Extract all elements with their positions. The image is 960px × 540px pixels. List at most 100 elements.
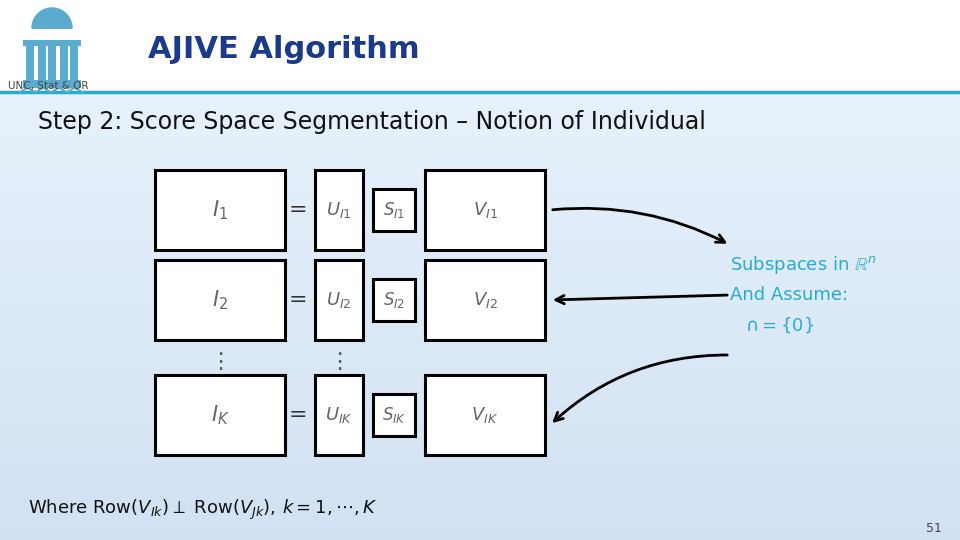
Bar xyxy=(0,146,960,147)
Bar xyxy=(0,410,960,411)
Bar xyxy=(0,362,960,363)
Bar xyxy=(0,52,960,53)
Bar xyxy=(0,90,960,91)
Bar xyxy=(0,274,960,275)
Bar xyxy=(0,320,960,321)
Text: $U_{I1}$: $U_{I1}$ xyxy=(326,200,352,220)
Bar xyxy=(0,70,960,71)
Bar xyxy=(0,40,960,41)
Bar xyxy=(0,138,960,139)
Bar xyxy=(0,173,960,174)
Text: And Assume:: And Assume: xyxy=(730,286,848,304)
Text: $I_1$: $I_1$ xyxy=(212,198,228,222)
Bar xyxy=(0,262,960,263)
Bar xyxy=(425,375,545,455)
Bar xyxy=(0,441,960,442)
Bar xyxy=(0,438,960,439)
Bar xyxy=(0,417,960,418)
Text: $\cap = \{0\}$: $\cap = \{0\}$ xyxy=(745,315,814,335)
Bar xyxy=(0,434,960,435)
Bar xyxy=(0,229,960,230)
Bar xyxy=(0,145,960,146)
Bar xyxy=(0,127,960,128)
Bar xyxy=(0,136,960,137)
Bar xyxy=(0,244,960,245)
Bar xyxy=(0,308,960,309)
Text: $I_2$: $I_2$ xyxy=(212,288,228,312)
Bar xyxy=(0,371,960,372)
Bar xyxy=(0,175,960,176)
Text: 51: 51 xyxy=(926,522,942,535)
Bar xyxy=(0,206,960,207)
Bar xyxy=(0,496,960,497)
Bar xyxy=(0,313,960,314)
Bar xyxy=(0,4,960,5)
Bar xyxy=(0,13,960,14)
Bar xyxy=(0,54,960,55)
Bar xyxy=(26,46,34,80)
Bar xyxy=(0,278,960,279)
Bar xyxy=(0,508,960,509)
Text: $S_{I2}$: $S_{I2}$ xyxy=(383,290,405,310)
Bar xyxy=(0,480,960,481)
Bar xyxy=(0,332,960,333)
Bar xyxy=(0,450,960,451)
Bar xyxy=(0,197,960,198)
Bar xyxy=(0,276,960,277)
Bar xyxy=(0,66,960,67)
Bar xyxy=(0,444,960,445)
Bar xyxy=(0,281,960,282)
Bar xyxy=(0,238,960,239)
Bar xyxy=(0,7,960,8)
Bar xyxy=(0,140,960,141)
Bar xyxy=(0,323,960,324)
Bar xyxy=(0,381,960,382)
Bar xyxy=(0,337,960,338)
Bar xyxy=(0,113,960,114)
Text: $V_{I2}$: $V_{I2}$ xyxy=(472,290,497,310)
Bar xyxy=(0,499,960,500)
Bar xyxy=(0,56,960,57)
Bar xyxy=(0,148,960,149)
Bar xyxy=(155,260,285,340)
Bar xyxy=(0,240,960,241)
Bar xyxy=(0,10,960,11)
Bar xyxy=(0,529,960,530)
Bar xyxy=(0,253,960,254)
Bar xyxy=(0,35,960,36)
Bar xyxy=(0,265,960,266)
Bar xyxy=(0,333,960,334)
Bar xyxy=(0,479,960,480)
Bar xyxy=(0,454,960,455)
Bar xyxy=(0,42,960,43)
Bar xyxy=(0,241,960,242)
Bar xyxy=(0,305,960,306)
Bar xyxy=(0,321,960,322)
Bar xyxy=(0,523,960,524)
Bar xyxy=(0,367,960,368)
Bar xyxy=(0,0,960,1)
Bar xyxy=(0,184,960,185)
Bar xyxy=(425,170,545,250)
Bar xyxy=(0,48,960,49)
Bar xyxy=(0,263,960,264)
Bar xyxy=(425,260,545,340)
Bar xyxy=(0,300,960,301)
Bar xyxy=(0,217,960,218)
Bar xyxy=(0,489,960,490)
Bar xyxy=(0,176,960,177)
Bar xyxy=(0,142,960,143)
Bar xyxy=(0,61,960,62)
Bar xyxy=(0,257,960,258)
Bar xyxy=(0,439,960,440)
Bar xyxy=(0,50,960,51)
Bar xyxy=(0,368,960,369)
Bar xyxy=(0,422,960,423)
Bar xyxy=(0,189,960,190)
Bar xyxy=(0,75,960,76)
Bar xyxy=(0,419,960,420)
Bar xyxy=(0,470,960,471)
Bar xyxy=(0,385,960,386)
Bar xyxy=(0,141,960,142)
Bar xyxy=(0,51,960,52)
